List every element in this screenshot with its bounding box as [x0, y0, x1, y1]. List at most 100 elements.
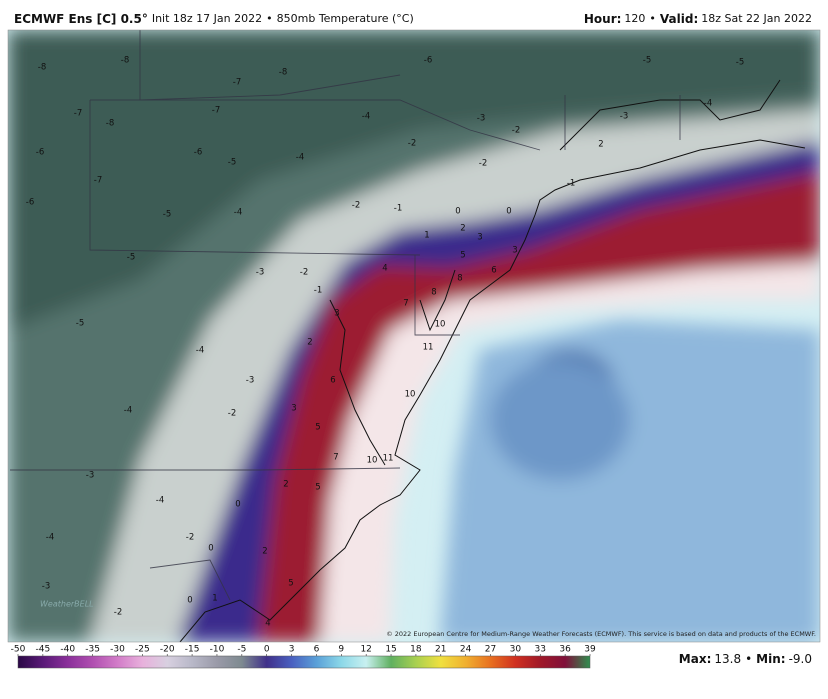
map-frame: [7, 29, 821, 643]
temp-label: -1: [314, 286, 322, 296]
temp-label: -5: [643, 56, 651, 66]
colorbar-tick-label: 12: [360, 645, 371, 655]
temp-label: -1: [394, 204, 402, 214]
temp-label: -4: [156, 496, 164, 506]
colorbar-tick-label: 3: [289, 645, 295, 655]
colorbar-tick-label: -5: [237, 645, 246, 655]
colorbar-tick-label: 6: [314, 645, 320, 655]
temp-label: -8: [279, 68, 287, 78]
temp-label: 1: [212, 594, 217, 604]
model-title: ECMWF Ens [C] 0.5°: [14, 12, 148, 26]
min: -9.0: [789, 652, 812, 666]
temp-label: -7: [233, 78, 241, 88]
map: -8 -8 -7 -8 -6 -5 -5 -7 -8 -7 -4 -3 -2 -3 -4 -6 -7 -6 -5 -4…: [8, 30, 820, 642]
temp-label: -4: [124, 406, 132, 416]
temp-label: -6: [36, 148, 44, 158]
temp-label: 2: [598, 140, 603, 150]
temp-label: -4: [46, 533, 54, 543]
temp-label: 2: [283, 480, 288, 490]
temp-label: -2: [479, 159, 487, 169]
temp-label: 3: [477, 233, 482, 243]
min-label: Min:: [756, 652, 785, 666]
temp-label: 2: [460, 224, 465, 234]
colorbar-tick-label: 24: [460, 645, 472, 655]
temp-label: -8: [38, 63, 46, 73]
temp-label: 1: [424, 231, 429, 241]
colorbar-tick-label: -40: [60, 645, 75, 655]
temp-label: -5: [76, 319, 84, 329]
temp-label: 6: [330, 376, 335, 386]
temp-label: -5: [736, 58, 744, 68]
colorbar-tick-label: -50: [11, 645, 26, 655]
temp-label: -2: [228, 409, 236, 419]
colorbar-tick-label: 27: [485, 645, 496, 655]
temp-label: 6: [491, 266, 496, 276]
temp-label: 3: [334, 309, 339, 319]
temp-label: 8: [431, 288, 436, 298]
temp-label: 2: [307, 338, 312, 348]
temp-label: -2: [114, 608, 122, 618]
temp-label: -2: [352, 201, 360, 211]
colorbar-tick-label: -15: [185, 645, 200, 655]
temp-label: 0: [455, 207, 460, 217]
colorbar-tick-label: -10: [210, 645, 225, 655]
temp-label: -4: [234, 208, 242, 218]
temp-label: 4: [265, 619, 270, 629]
temp-label: -8: [106, 119, 114, 129]
max: 13.8: [714, 652, 741, 666]
temp-label: -3: [86, 471, 94, 481]
field-name: 850mb Temperature (°C): [277, 12, 414, 25]
temp-label: 0: [208, 544, 213, 554]
temp-label: 5: [315, 423, 320, 433]
temp-label: -7: [74, 109, 82, 119]
colorbar-tick-label: -30: [110, 645, 125, 655]
temp-label: -8: [121, 56, 129, 66]
hour: 120: [624, 12, 645, 25]
colorbar-tick-label: -45: [36, 645, 51, 655]
valid-time: 18z Sat 22 Jan 2022: [701, 12, 812, 25]
colorbar-tick-label: 15: [385, 645, 396, 655]
temp-label: 10: [367, 456, 378, 466]
max-min: Max: 13.8 • Min: -9.0: [679, 652, 812, 666]
temp-label: -5: [127, 253, 135, 263]
temp-label: -3: [256, 268, 264, 278]
hour-label: Hour:: [584, 12, 622, 26]
temp-label: 5: [315, 483, 320, 493]
valid-label: Valid:: [660, 12, 698, 26]
temp-label: 10: [405, 390, 416, 400]
temp-label: -4: [296, 153, 304, 163]
temp-label: 11: [383, 454, 394, 464]
temp-label: 0: [506, 207, 511, 217]
valid-info: Hour: 120 • Valid: 18z Sat 22 Jan 2022: [584, 12, 812, 26]
colorbar-tick-label: 39: [584, 645, 596, 655]
colorbar-tick-label: 21: [435, 645, 446, 655]
title: ECMWF Ens [C] 0.5° Init 18z 17 Jan 2022 • 8…: [14, 12, 414, 26]
temp-label: 0: [235, 500, 240, 510]
temp-label: 0: [187, 596, 192, 606]
temp-label: -7: [212, 106, 220, 116]
credit: © 2022 European Centre for Medium-Range …: [386, 630, 816, 638]
temp-label: -1: [567, 179, 575, 189]
colorbar-tick-label: 30: [510, 645, 522, 655]
temp-label: -3: [42, 582, 50, 592]
temp-label: -2: [408, 139, 416, 149]
temp-label: -3: [246, 376, 254, 386]
temp-label: 7: [333, 453, 338, 463]
init-time: Init 18z 17 Jan 2022: [152, 12, 262, 25]
max-label: Max:: [679, 652, 712, 666]
temp-label: -6: [424, 56, 432, 66]
logo: WeatherBELL: [40, 600, 94, 609]
temp-label: 10: [435, 320, 446, 330]
colorbar: -50 -45 -40 -35 -30 -25 -20 -15 -10 -5 0 3 6 9 12 15 18 2…: [11, 645, 596, 669]
colorbar-tick-label: 9: [338, 645, 344, 655]
colorbar-tick-label: 18: [410, 645, 422, 655]
temp-label: -3: [620, 112, 628, 122]
colorbar-tick-label: 36: [559, 645, 571, 655]
temp-label: -2: [186, 533, 194, 543]
temp-label: -6: [26, 198, 34, 208]
temp-label: 4: [382, 264, 387, 274]
temp-label: 5: [460, 251, 465, 261]
colorbar-tick-label: 33: [535, 645, 546, 655]
temp-label: -4: [196, 346, 204, 356]
